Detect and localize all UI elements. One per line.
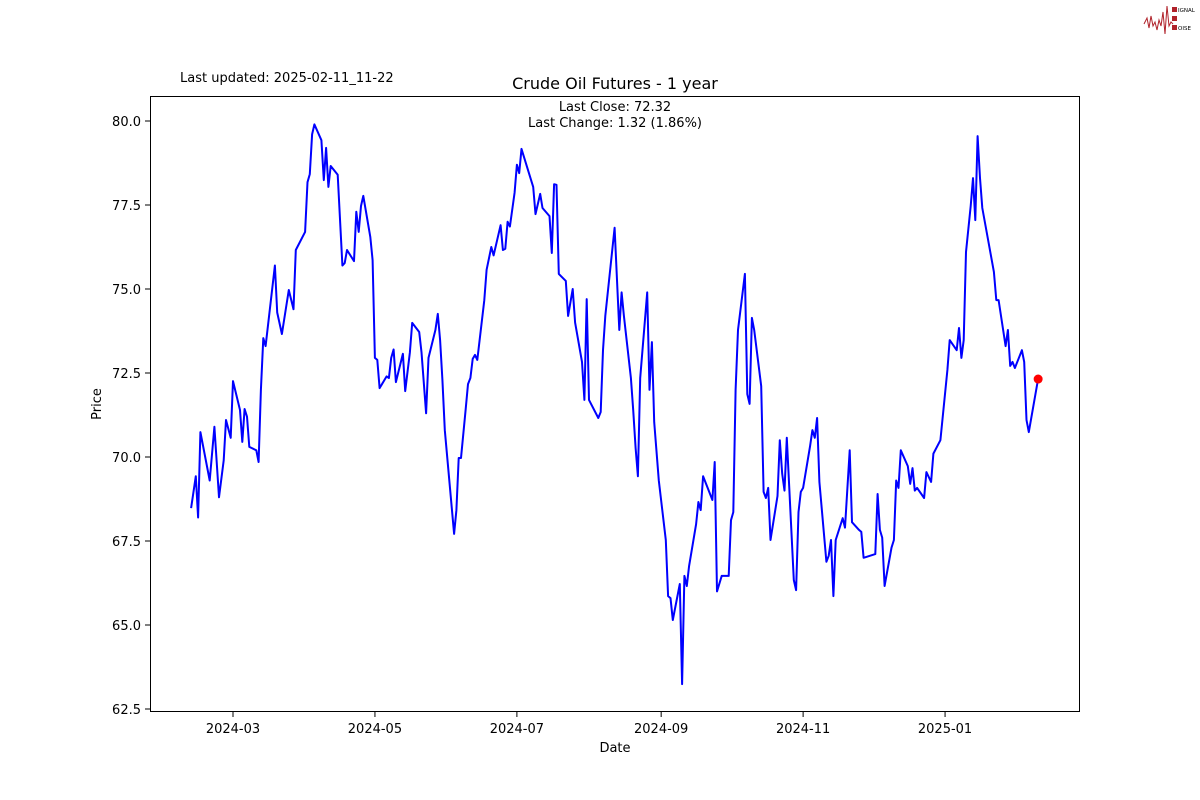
last-change-annotation: Last Change: 1.32 (1.86%)	[528, 116, 702, 131]
x-tick-label: 2024-03	[206, 722, 260, 737]
svg-text:IGNAL: IGNAL	[1178, 8, 1195, 14]
y-tick-label: 72.5	[112, 367, 141, 382]
x-tick-label: 2024-07	[490, 722, 544, 737]
x-tick-label: 2024-09	[634, 722, 688, 737]
x-tick-label: 2025-01	[918, 722, 972, 737]
x-tick-label: 2024-05	[348, 722, 402, 737]
y-axis-label: Price	[90, 388, 105, 420]
x-axis-label: Date	[599, 741, 630, 756]
y-tick-label: 67.5	[112, 535, 141, 550]
y-tick-label: 62.5	[112, 703, 141, 718]
price-line	[190, 123, 1040, 686]
signal-2-noise-logo: IGNAL OISE	[1143, 5, 1195, 35]
last-updated-label: Last updated: 2025-02-11_11-22	[180, 71, 394, 86]
svg-text:OISE: OISE	[1178, 26, 1191, 32]
chart-title: Crude Oil Futures - 1 year	[512, 74, 718, 93]
logo-waveform-icon	[1143, 5, 1174, 35]
x-tick-label: 2024-11	[776, 722, 830, 737]
y-tick-label: 75.0	[112, 283, 141, 298]
y-tick-label: 77.5	[112, 199, 141, 214]
last-close-annotation: Last Close: 72.32	[559, 100, 671, 115]
plot-frame	[150, 96, 1080, 712]
last-close-marker	[1033, 374, 1043, 384]
y-tick-label: 80.0	[112, 115, 141, 130]
y-tick-label: 65.0	[112, 619, 141, 634]
y-tick-label: 70.0	[112, 451, 141, 466]
